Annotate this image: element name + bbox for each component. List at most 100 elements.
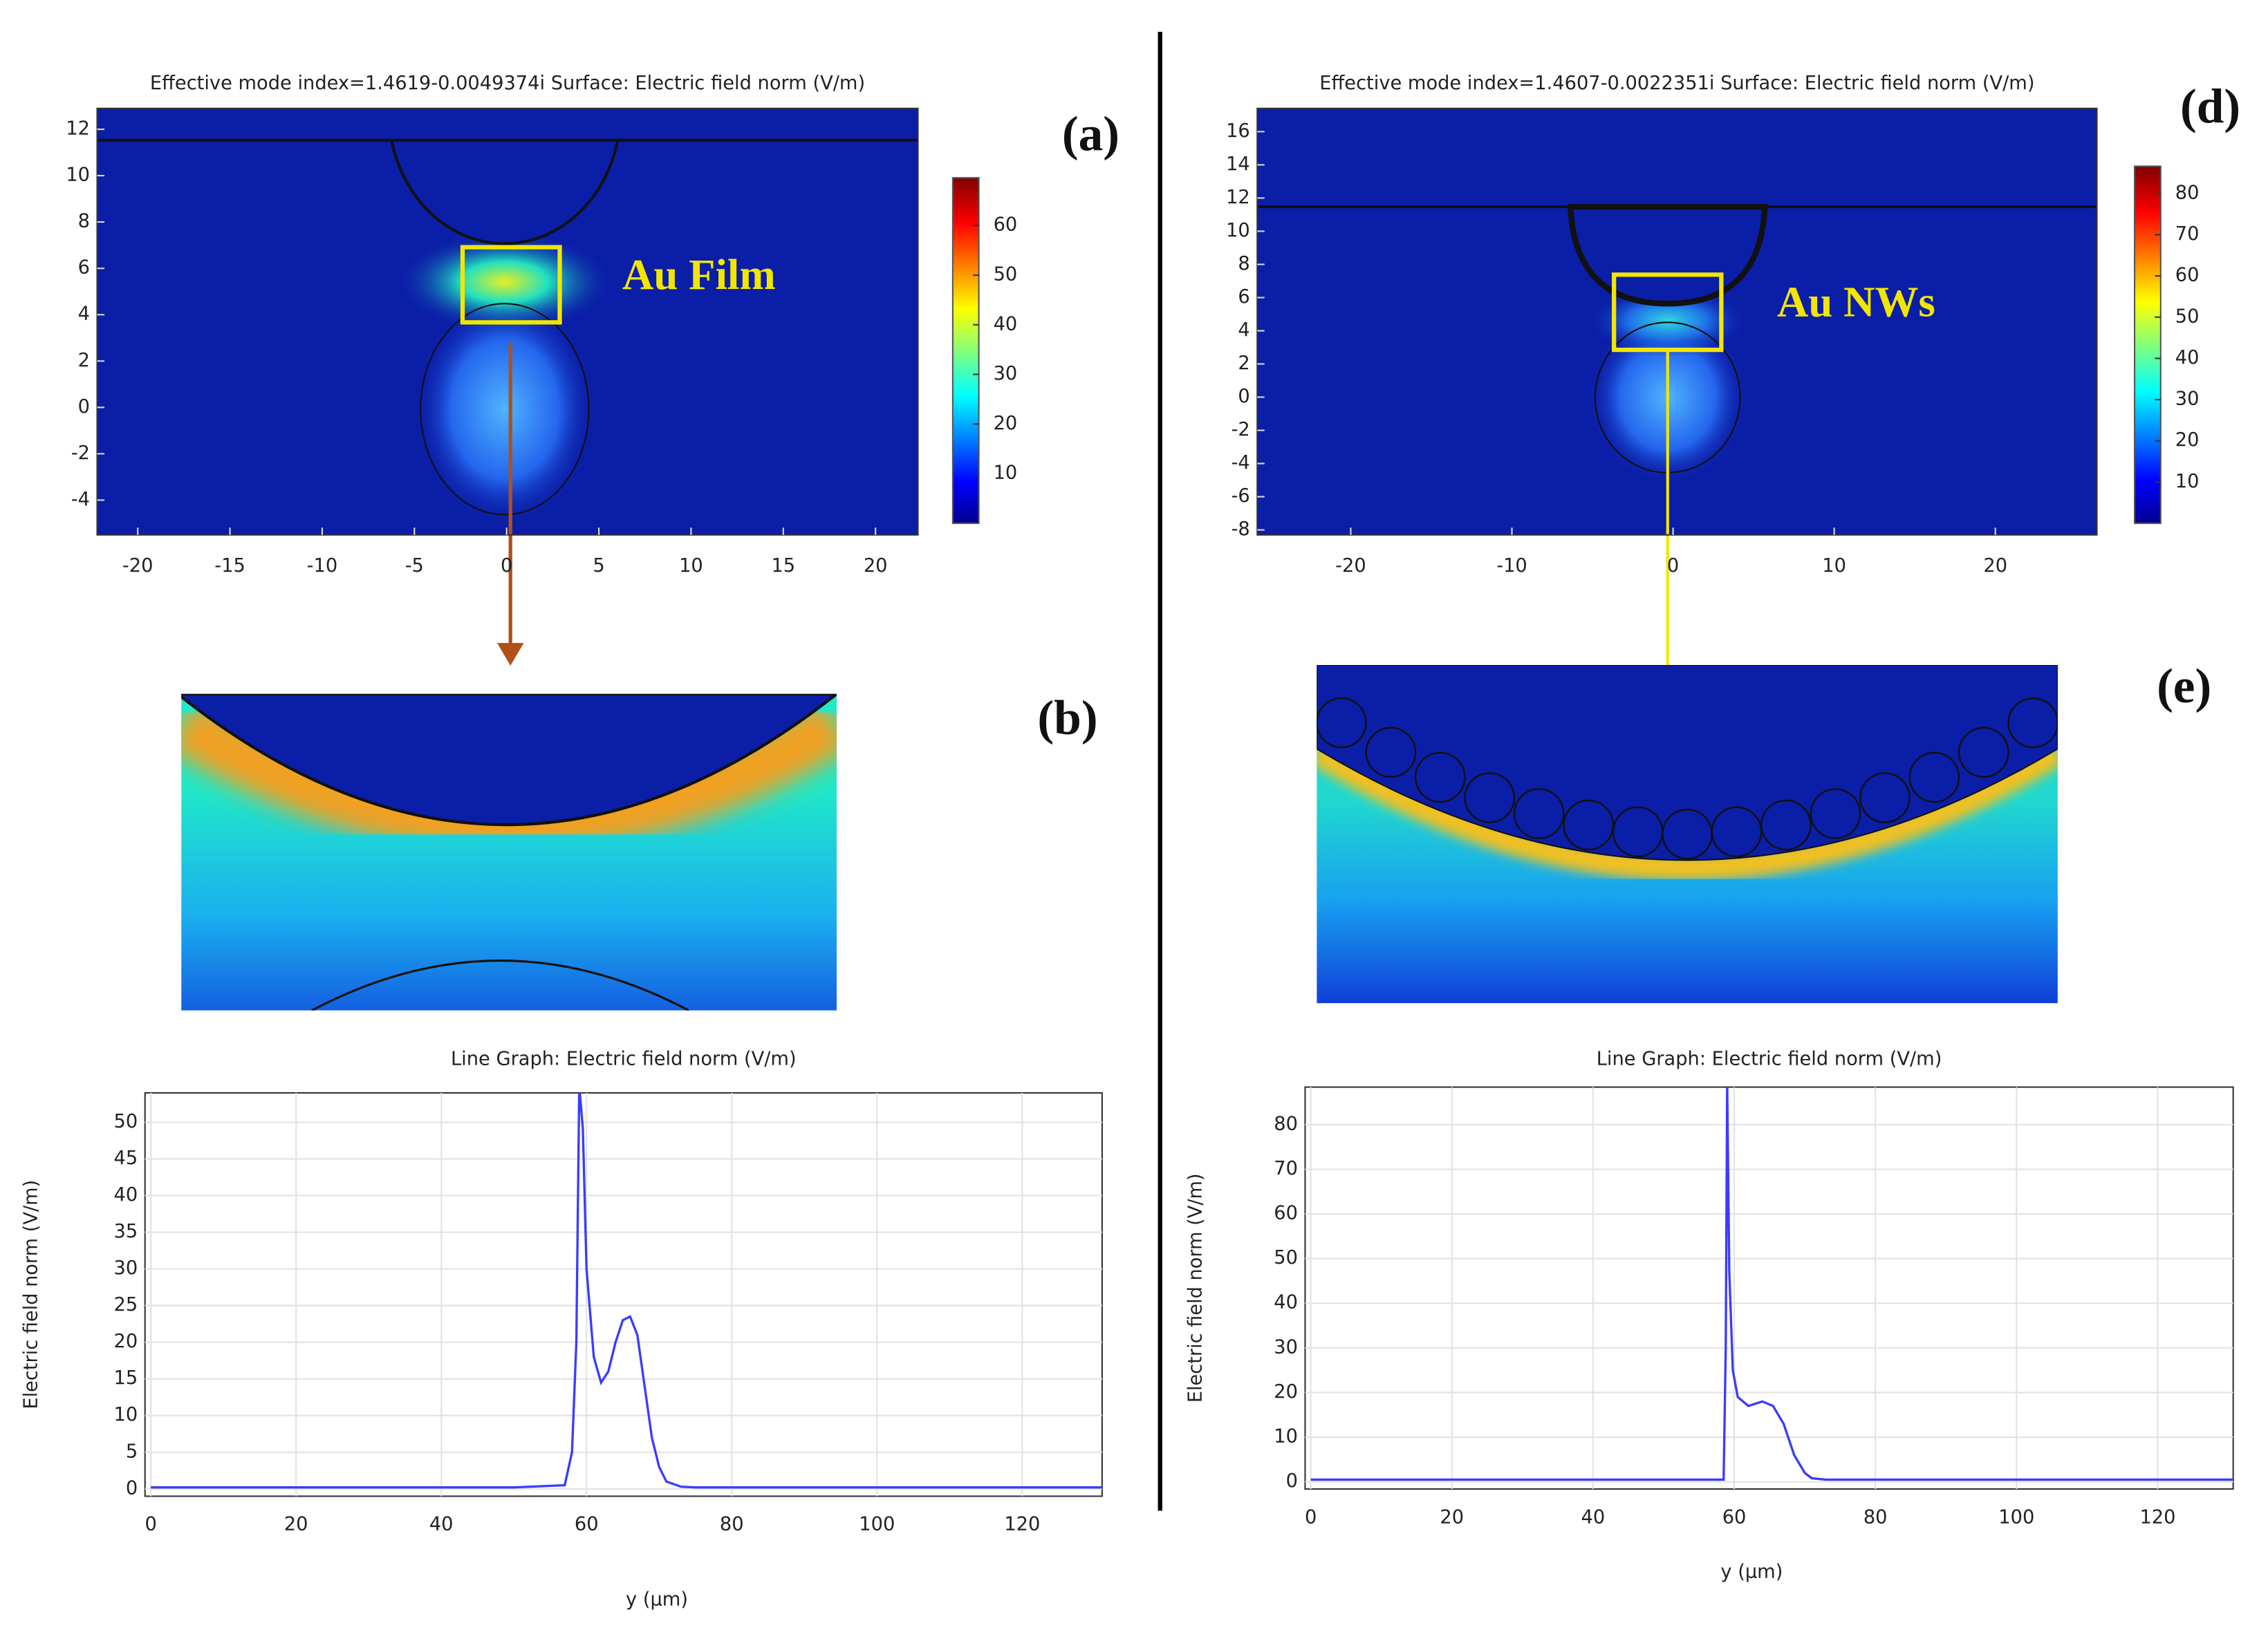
plot-frame xyxy=(1256,107,2098,536)
y-tick-label: 15 xyxy=(114,1367,138,1389)
y-tick-label: 50 xyxy=(1274,1247,1298,1268)
colorbar-tick-label: 80 xyxy=(2175,182,2200,203)
x-tick-label: 40 xyxy=(1581,1506,1606,1528)
x-tick-label: 80 xyxy=(1863,1506,1888,1528)
x-tick-label: 60 xyxy=(575,1514,599,1535)
nanowire xyxy=(1711,806,1763,858)
zoom-map-e xyxy=(1317,664,2058,1004)
y-tick-label: -2 xyxy=(1231,419,1250,440)
y-tick-label: 10 xyxy=(1274,1426,1298,1448)
y-tick-label: 6 xyxy=(78,257,90,279)
colorbar xyxy=(2134,165,2162,525)
nanowire xyxy=(1612,806,1664,858)
x-tick-label: 20 xyxy=(1983,555,2007,577)
y-tick-label: 0 xyxy=(1238,386,1249,407)
y-tick-label: 80 xyxy=(1274,1113,1298,1134)
x-tick-label: -10 xyxy=(1496,555,1527,577)
field-map-d xyxy=(1257,108,2097,535)
x-axis-label: y (µm) xyxy=(1720,1562,1783,1583)
x-tick-label: -20 xyxy=(1335,555,1366,577)
nanowire xyxy=(1662,808,1713,860)
y-tick-label: 4 xyxy=(78,303,90,325)
zoom-map-b xyxy=(181,693,837,1011)
nanowire xyxy=(1958,727,2009,778)
x-tick-label: 60 xyxy=(1722,1506,1747,1528)
colorbar xyxy=(951,177,980,525)
annotation: Au NWs xyxy=(1777,278,1935,326)
colorbar-tick-label: 20 xyxy=(2175,429,2200,451)
nanowire xyxy=(1859,772,1911,823)
y-tick-label: 2 xyxy=(1238,353,1249,374)
x-tick-label: 20 xyxy=(284,1514,308,1535)
y-tick-label: 12 xyxy=(1226,187,1250,208)
y-tick-label: 10 xyxy=(1226,220,1250,241)
zoom-box xyxy=(460,245,562,325)
x-tick-label: 10 xyxy=(1822,555,1846,577)
plot-title: Line Graph: Electric field norm (V/m) xyxy=(451,1048,797,1069)
y-tick-label: 6 xyxy=(1238,286,1249,308)
zoom-label: (e) xyxy=(2157,659,2211,713)
zoom-label: (b) xyxy=(1037,691,1097,745)
y-tick-label: 50 xyxy=(114,1111,138,1132)
y-tick-label: 5 xyxy=(126,1441,138,1462)
nanowire xyxy=(1414,751,1466,803)
x-tick-label: -10 xyxy=(307,555,338,577)
x-tick-label: 0 xyxy=(501,555,512,577)
arrow xyxy=(496,342,524,666)
x-tick-label: -5 xyxy=(405,555,424,577)
x-tick-label: 20 xyxy=(1440,1506,1464,1528)
y-tick-label: 20 xyxy=(1274,1381,1298,1403)
x-tick-label: 0 xyxy=(1667,555,1679,577)
y-tick-label: 16 xyxy=(1226,120,1250,142)
y-tick-label: 10 xyxy=(114,1404,138,1425)
x-tick-label: 80 xyxy=(720,1514,744,1535)
x-tick-label: 40 xyxy=(429,1514,454,1535)
y-tick-label: 70 xyxy=(1274,1158,1298,1179)
y-tick-label: 0 xyxy=(78,396,90,418)
y-tick-label: 10 xyxy=(66,165,90,186)
x-tick-label: 0 xyxy=(145,1514,156,1535)
y-tick-label: -8 xyxy=(1231,518,1250,540)
colorbar-tick-label: 20 xyxy=(994,413,1018,434)
x-tick-label: 10 xyxy=(679,555,703,577)
colorbar-tick-label: 30 xyxy=(994,363,1018,384)
x-tick-label: 100 xyxy=(1998,1506,2034,1528)
x-tick-label: 15 xyxy=(771,555,795,577)
colorbar-tick-label: 40 xyxy=(2175,347,2200,368)
x-tick-label: 5 xyxy=(593,555,604,577)
y-tick-label: 0 xyxy=(1286,1470,1298,1492)
nanowire xyxy=(1760,799,1812,851)
x-tick-label: 120 xyxy=(1004,1514,1040,1535)
data-line xyxy=(1310,1087,2233,1481)
colorbar-tick-label: 70 xyxy=(2175,223,2200,245)
nanowire xyxy=(1317,697,1367,749)
colorbar-tick-label: 50 xyxy=(994,263,1018,285)
x-tick-label: -15 xyxy=(214,555,245,577)
nanowire xyxy=(1365,727,1417,778)
colorbar-tick-label: 10 xyxy=(994,462,1018,484)
plot-title: Effective mode index=1.4607-0.0022351i S… xyxy=(1319,73,2034,94)
x-tick-label: 20 xyxy=(864,555,888,577)
panel-label: (d) xyxy=(2180,79,2240,133)
y-tick-label: 60 xyxy=(1274,1203,1298,1224)
y-tick-label: 4 xyxy=(1238,319,1249,341)
nanowire xyxy=(1908,751,1960,803)
y-tick-label: -6 xyxy=(1231,485,1250,507)
annotation: Au Film xyxy=(622,250,776,299)
nanowire xyxy=(1563,799,1615,851)
plot-frame xyxy=(144,1092,1103,1497)
colorbar-tick-label: 60 xyxy=(2175,265,2200,286)
y-tick-label: -4 xyxy=(1231,452,1250,474)
x-axis-label: y (µm) xyxy=(626,1589,688,1611)
y-tick-label: 35 xyxy=(114,1221,138,1242)
colorbar-tick-label: 10 xyxy=(2175,471,2200,492)
y-tick-label: 40 xyxy=(1274,1292,1298,1313)
y-tick-label: 25 xyxy=(114,1294,138,1315)
x-tick-label: 0 xyxy=(1305,1506,1317,1528)
x-tick-label: 120 xyxy=(2139,1506,2175,1528)
nanowire xyxy=(1513,788,1565,839)
plot-title: Effective mode index=1.4619-0.0049374i S… xyxy=(150,73,865,94)
y-tick-label: -4 xyxy=(71,489,90,510)
colorbar-tick-label: 30 xyxy=(2175,388,2200,410)
